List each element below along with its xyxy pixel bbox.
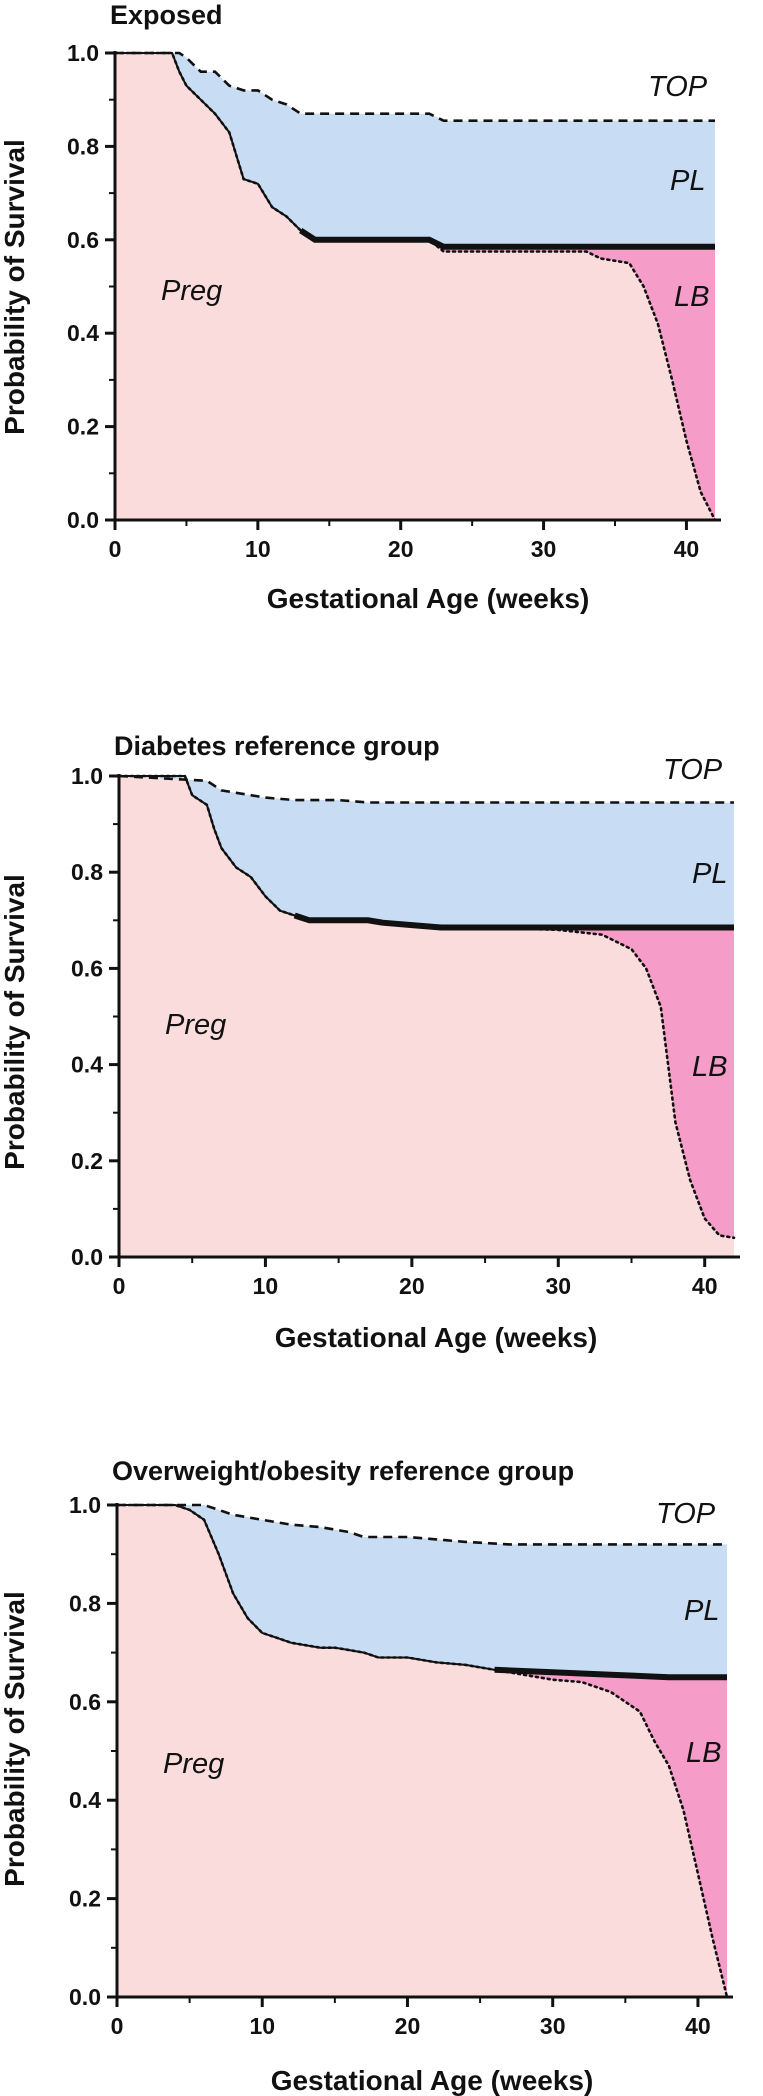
y-tick-label: 0.2: [71, 1148, 103, 1174]
y-tick-label: 1.0: [69, 1492, 101, 1518]
panel-title: Overweight/obesity reference group: [112, 1456, 574, 1486]
top-curve: [115, 51, 715, 122]
y-tick-label: 0.0: [67, 507, 99, 533]
y-tick-label: 0.8: [69, 1590, 101, 1616]
region-label-preg: Preg: [165, 1009, 226, 1041]
x-tick-label: 20: [388, 536, 414, 562]
x-tick-label: 40: [692, 1273, 718, 1299]
y-axis-label: Probability of Survival: [0, 1591, 30, 1887]
pl-region: [115, 53, 715, 247]
y-tick-label: 0.0: [69, 1984, 101, 2010]
region-label-pl: PL: [692, 858, 727, 890]
pl-region: [119, 776, 734, 928]
region-label-pl: PL: [684, 1595, 719, 1627]
x-axis-label: Gestational Age (weeks): [271, 2065, 594, 2096]
top-curve: [118, 774, 734, 804]
panel-title: Exposed: [110, 0, 223, 30]
x-tick-label: 10: [249, 2013, 275, 2039]
y-tick-label: 0.0: [71, 1244, 103, 1270]
x-tick-label: 40: [674, 536, 700, 562]
x-axis-label: Gestational Age (weeks): [267, 583, 590, 614]
x-tick-label: 40: [685, 2013, 711, 2039]
top-curve: [117, 1503, 727, 1546]
region-label-preg: Preg: [161, 275, 222, 307]
y-tick-label: 0.4: [71, 1052, 103, 1078]
y-tick-label: 0.2: [69, 1886, 101, 1912]
x-tick-label: 30: [545, 1273, 571, 1299]
panel-title: Diabetes reference group: [114, 731, 440, 761]
y-tick-label: 0.4: [69, 1787, 101, 1813]
plot-area: 0.0 0.2 0.4 0.6 0.8 1.0 0 10 20 30 40: [67, 40, 721, 562]
plot-area: 0.0 0.2 0.4 0.6 0.8 1.0 0 10 20 30 40: [71, 763, 740, 1299]
x-tick-label: 20: [395, 2013, 421, 2039]
x-tick-label: 30: [531, 536, 557, 562]
x-tick-label: 30: [540, 2013, 566, 2039]
preg-region: [115, 53, 715, 520]
region-label-lb: LB: [686, 1737, 721, 1769]
panel-overweight-obesity: Overweight/obesity reference group 0.00.…: [0, 1456, 733, 2096]
x-tick-label: 20: [399, 1273, 425, 1299]
panel-diabetes: Diabetes reference group 0.0 0.2 0.4 0.6 0.8…: [0, 731, 740, 1353]
region-label-pl: PL: [670, 165, 705, 197]
pl-curve-tail: [494, 1666, 727, 1681]
preg-region: [117, 1505, 727, 1997]
plot-area: 0.0 0.2 0.4 0.6 0.8 1.0 0 10 20 30 40: [69, 1492, 733, 2039]
preg-region: [119, 776, 734, 1257]
y-tick-label: 0.2: [67, 414, 99, 440]
region-label-top: TOP: [663, 754, 723, 786]
x-tick-label: 10: [245, 536, 271, 562]
pl-curve-tail: [299, 227, 715, 250]
panel-exposed: Exposed 0.0 0.2 0.4 0.6 0.8 1.0 0 10 20 30 40 Prob…: [0, 0, 721, 614]
x-tick-label: 0: [109, 536, 122, 562]
y-tick-label: 0.6: [71, 955, 103, 981]
region-label-top: TOP: [656, 1498, 716, 1530]
y-tick-label: 0.8: [71, 859, 103, 885]
region-label-top: TOP: [648, 71, 708, 103]
y-axis-label: Probability of Survival: [0, 874, 30, 1170]
y-tick-label: 1.0: [67, 40, 99, 66]
y-tick-label: 0.8: [67, 133, 99, 159]
y-axis-label: Probability of Survival: [0, 139, 30, 435]
x-axis-label: Gestational Age (weeks): [275, 1322, 598, 1353]
x-tick-label: 0: [111, 2013, 124, 2039]
region-label-preg: Preg: [163, 1748, 224, 1780]
y-tick-label: 0.6: [67, 227, 99, 253]
y-tick-label: 0.6: [69, 1689, 101, 1715]
region-label-lb: LB: [674, 281, 709, 313]
region-label-lb: LB: [692, 1051, 727, 1083]
y-tick-label: 0.4: [67, 320, 99, 346]
y-tick-label: 1.0: [71, 763, 103, 789]
x-tick-label: 10: [253, 1273, 279, 1299]
x-tick-label: 0: [113, 1273, 126, 1299]
pl-curve-tail: [293, 912, 734, 931]
pl-region: [117, 1505, 727, 1678]
